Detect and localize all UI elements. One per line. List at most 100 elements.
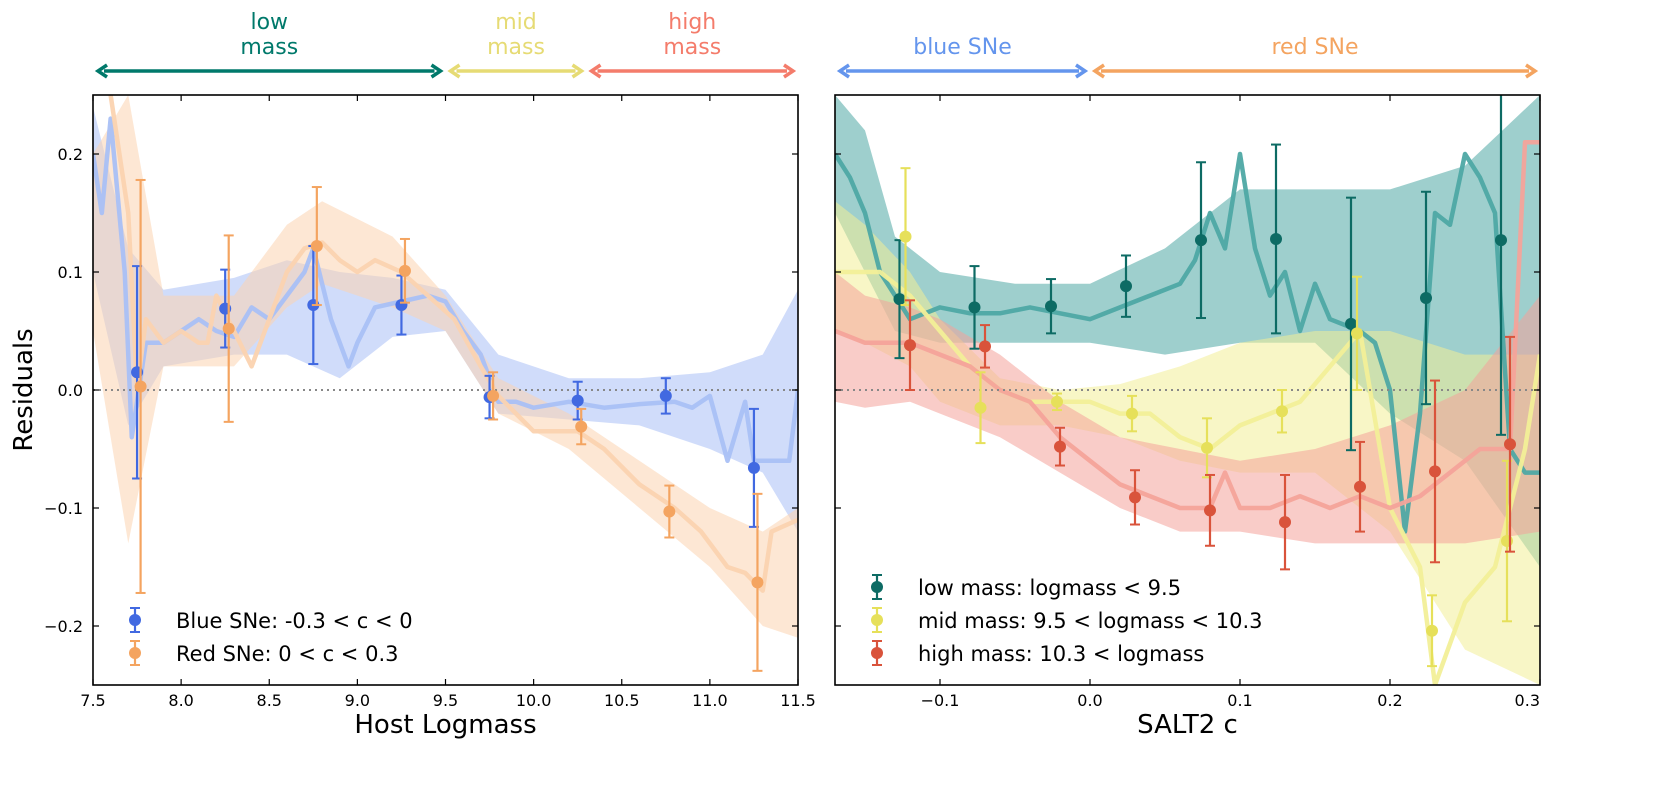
data-point (1501, 535, 1513, 548)
data-point (1495, 234, 1507, 247)
x-tick-label: 0.3 (1515, 691, 1540, 710)
legend-label: Red SNe: 0 < c < 0.3 (176, 642, 398, 666)
data-point (310, 240, 323, 253)
data-point (398, 264, 411, 277)
x-axis-label: SALT2 c (1137, 710, 1238, 740)
range-arrow-head (1525, 63, 1539, 79)
data-point (487, 389, 500, 402)
range-label: mid (495, 10, 537, 35)
confidence-band (835, 272, 1540, 544)
data-point (1051, 395, 1063, 408)
range-label: red SNe (1271, 35, 1358, 60)
range-label: blue SNe (913, 35, 1012, 60)
data-point (1195, 234, 1207, 247)
x-tick-label: 11.5 (780, 691, 816, 710)
range-arrow-head (836, 63, 850, 79)
data-point (659, 389, 672, 402)
data-point (1045, 300, 1057, 313)
data-point (1354, 480, 1366, 493)
data-point (1351, 327, 1363, 340)
range-label: mass (663, 35, 721, 60)
data-point (663, 505, 676, 518)
range-arrow-head (447, 63, 461, 79)
data-point (747, 461, 760, 474)
x-tick-label: 0.2 (1377, 691, 1402, 710)
range-label: mass (487, 35, 545, 60)
x-axis-label: Host Logmass (354, 710, 536, 740)
trend-line (108, 95, 798, 593)
data-point (1504, 438, 1516, 451)
trend-line (835, 139, 1540, 511)
range-arrow-head (430, 63, 444, 79)
data-point (751, 576, 764, 589)
range-arrow-head (571, 63, 585, 79)
confidence-band (835, 95, 1540, 567)
legend-marker (871, 647, 883, 659)
y-tick-label: −0.2 (44, 617, 83, 636)
x-tick-label: 9.5 (433, 691, 458, 710)
data-point (1054, 440, 1066, 453)
data-point (1204, 504, 1216, 517)
y-tick-label: −0.1 (44, 499, 83, 518)
confidence-band (835, 201, 1540, 685)
data-point (893, 293, 906, 306)
x-tick-label: 0.0 (1077, 691, 1102, 710)
legend-label: high mass: 10.3 < logmass (918, 642, 1204, 666)
legend-label: low mass: logmass < 9.5 (918, 576, 1181, 600)
x-tick-label: 11.0 (692, 691, 728, 710)
data-point (1129, 491, 1141, 504)
legend-label: Blue SNe: -0.3 < c < 0 (176, 609, 413, 633)
data-point (1201, 441, 1213, 454)
x-tick-label: 8.5 (257, 691, 282, 710)
range-arrow-head (94, 63, 108, 79)
data-point (571, 394, 584, 407)
data-point (1420, 291, 1432, 304)
range-label: low (250, 10, 288, 35)
x-tick-label: −0.1 (921, 691, 960, 710)
y-tick-label: 0.0 (58, 381, 83, 400)
range-label: high (668, 10, 716, 35)
x-tick-label: 7.5 (80, 691, 105, 710)
x-tick-label: 8.0 (168, 691, 193, 710)
data-point (1126, 407, 1138, 420)
data-point (134, 380, 147, 393)
data-point (1276, 405, 1288, 418)
data-point (1345, 317, 1357, 330)
x-tick-label: 10.0 (516, 691, 552, 710)
panel-2: −0.1 0.0 0.1 0.2 0.3 SALT2 c blue SNe red SNe lo… (834, 35, 1541, 740)
range-arrow-head (588, 63, 602, 79)
y-axis-label: Residuals (9, 328, 39, 451)
x-tick-label: 0.1 (1227, 691, 1252, 710)
x-tick-label: 10.5 (604, 691, 640, 710)
y-tick-label: 0.2 (58, 145, 83, 164)
data-point (899, 230, 912, 243)
legend-marker (129, 647, 141, 659)
data-point (974, 401, 987, 414)
legend-marker (871, 581, 883, 593)
panel-1: −0.2 −0.1 0.0 0.1 0.2 7.5 8.0 8.5 9.0 9.5 10.0 10.5… (9, 10, 816, 740)
range-label: mass (240, 35, 298, 60)
trend-line (835, 151, 1540, 534)
plot-area (835, 95, 1540, 685)
data-point (1429, 465, 1441, 478)
data-point (575, 420, 588, 433)
y-tick-label: 0.1 (58, 263, 83, 282)
range-arrow-head (1075, 63, 1089, 79)
plot-area (93, 95, 798, 672)
data-point (968, 301, 981, 314)
data-point (904, 339, 916, 352)
range-arrow-head (783, 63, 797, 79)
legend-label: mid mass: 9.5 < logmass < 10.3 (918, 609, 1263, 633)
data-point (1270, 232, 1282, 245)
x-tick-label: 9.0 (345, 691, 370, 710)
data-point (1120, 280, 1132, 293)
data-point (1279, 516, 1291, 529)
data-point (222, 322, 235, 335)
data-point (979, 340, 991, 353)
data-point (1426, 624, 1438, 637)
confidence-band (93, 95, 798, 638)
legend-marker (129, 614, 141, 626)
range-arrow-head (1091, 63, 1105, 79)
legend-marker (871, 614, 883, 626)
